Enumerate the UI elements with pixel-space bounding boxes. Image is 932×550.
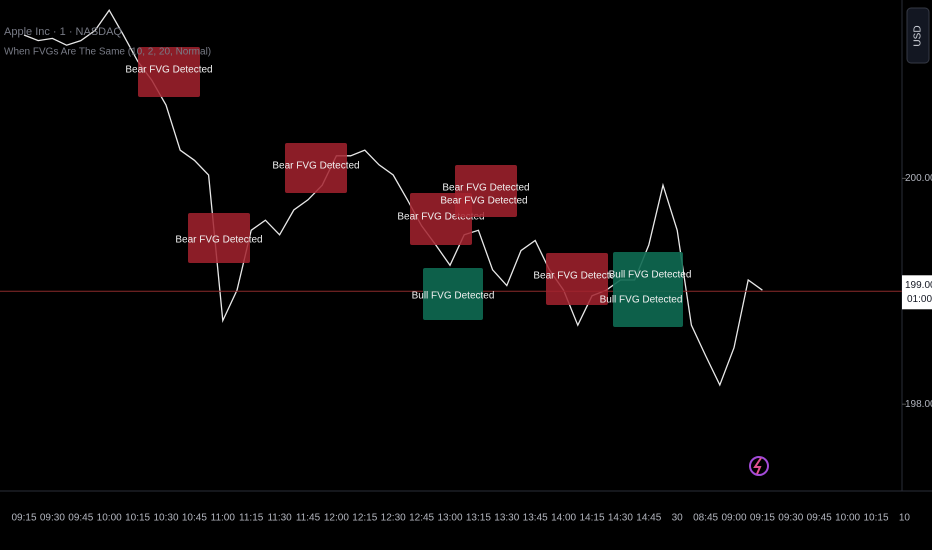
annotation: Bull FVG Detected <box>412 291 495 302</box>
x-tick-label: 09:15 <box>11 513 36 524</box>
x-tick-label: 14:15 <box>579 513 604 524</box>
x-tick-label: 10:00 <box>97 513 122 524</box>
countdown-label: 01:00 <box>907 294 932 305</box>
x-tick-label: 08:45 <box>693 513 718 524</box>
x-tick-label: 13:00 <box>437 513 462 524</box>
x-tick-label: 09:30 <box>40 513 65 524</box>
x-tick-label: 14:45 <box>636 513 661 524</box>
annotation: Bull FVG Detected <box>600 295 683 306</box>
x-tick-label: 10:15 <box>863 513 888 524</box>
annotation: Bear FVG Detected <box>272 161 359 172</box>
bear-box <box>138 47 200 97</box>
x-tick-label: 12:00 <box>324 513 349 524</box>
annotation: Bear FVG Detected <box>442 183 529 194</box>
annotation: Bear FVG Detected <box>397 212 484 223</box>
x-tick-label: 09:45 <box>68 513 93 524</box>
x-tick-label: 12:45 <box>409 513 434 524</box>
indicator-title: When FVGs Are The Same (10, 2, 20, Norma… <box>4 47 211 58</box>
x-tick-label: 14:00 <box>551 513 576 524</box>
x-tick-label: 12:30 <box>381 513 406 524</box>
x-tick-label: 09:00 <box>721 513 746 524</box>
x-tick-label: 13:30 <box>494 513 519 524</box>
x-tick-label: 10:00 <box>835 513 860 524</box>
logo-ring <box>749 456 769 476</box>
x-tick-label: 10:15 <box>125 513 150 524</box>
symbol-title: Apple Inc · 1 · NASDAQ <box>4 26 122 38</box>
annotation: Bear FVG Detected <box>175 235 262 246</box>
annotation: Bull FVG Detected <box>609 270 692 281</box>
bear-box <box>455 165 517 217</box>
x-tick-label: 11:45 <box>296 513 321 524</box>
logo <box>749 456 769 476</box>
x-tick-label: 09:45 <box>807 513 832 524</box>
currency-label[interactable]: USD <box>913 25 924 46</box>
x-tick-label: 11:30 <box>267 513 292 524</box>
annotation: Bear FVG Detected <box>533 271 620 282</box>
x-tick-label: 30 <box>672 513 684 524</box>
logo-bolt <box>753 457 762 475</box>
annotation: Bear FVG Detected <box>440 196 527 207</box>
bull-box <box>423 268 483 320</box>
x-tick-label: 12:15 <box>352 513 377 524</box>
x-tick-label: 13:45 <box>523 513 548 524</box>
x-tick-label: 09:15 <box>750 513 775 524</box>
x-tick-label: 11:00 <box>211 513 236 524</box>
last-price-label: 199.00 <box>905 280 932 291</box>
annotations: Bear FVG Detected Bear FVG Detected Bear… <box>125 47 691 327</box>
bear-box <box>546 253 608 305</box>
x-tick-label: 11:15 <box>239 513 264 524</box>
last-price-badge <box>902 275 932 310</box>
currency-button[interactable] <box>906 7 930 64</box>
annotation: Bear FVG Detected <box>125 65 212 76</box>
bear-box <box>285 143 347 193</box>
x-tick-label: 10:30 <box>153 513 178 524</box>
x-tick-label: 13:15 <box>466 513 491 524</box>
x-tick-label: 14:30 <box>608 513 633 524</box>
bull-box <box>613 252 683 327</box>
y-tick-label: 200.00 <box>905 173 932 184</box>
y-tick-label: 198.00 <box>905 399 932 410</box>
x-tick-label: 09:30 <box>778 513 803 524</box>
x-tick-label: 10 <box>899 513 911 524</box>
bear-box <box>188 213 250 263</box>
x-tick-label: 10:45 <box>182 513 207 524</box>
